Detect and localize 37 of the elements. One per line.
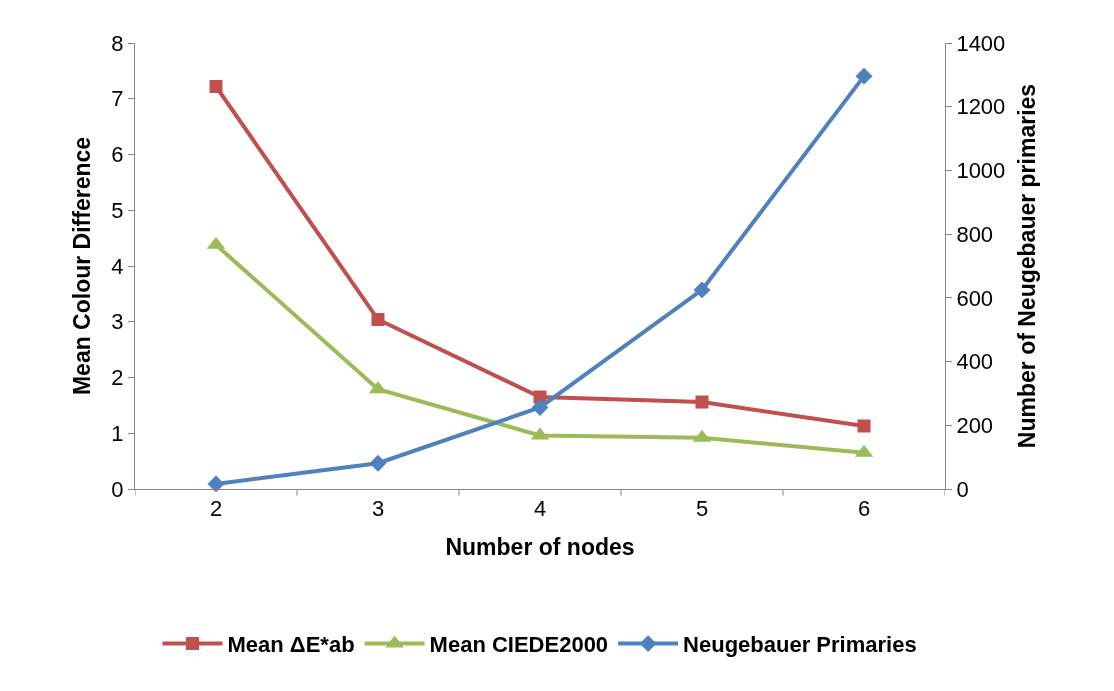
x-axis-title: Number of nodes — [445, 534, 635, 560]
y-tick-label: 8 — [111, 30, 124, 56]
y-tick-label: 6 — [111, 142, 124, 168]
y2-tick-label: 1400 — [956, 30, 1006, 56]
y2-tick-label: 1200 — [956, 94, 1006, 120]
y-tick-label: 7 — [111, 86, 124, 112]
point — [855, 67, 873, 85]
x-tick-label: 2 — [209, 496, 223, 522]
point — [695, 395, 709, 409]
point — [857, 419, 871, 433]
point — [207, 475, 225, 493]
legend-label: Neugebauer Primaries — [683, 632, 917, 658]
x-tick-label: 5 — [695, 496, 709, 522]
point — [531, 399, 549, 416]
x-tick-label: 3 — [371, 496, 385, 522]
y2-tick-label: 800 — [956, 221, 994, 247]
y2-tick-label: 400 — [956, 349, 994, 375]
point — [371, 313, 385, 327]
y-tick-label: 5 — [111, 197, 124, 223]
point — [369, 454, 387, 472]
y-tick-label: 2 — [111, 365, 124, 391]
y2-tick-label: 0 — [956, 476, 969, 502]
y2-tick-label: 1000 — [956, 158, 1006, 184]
legend-label: Mean CIEDE2000 — [429, 632, 609, 658]
y-tick-label: 0 — [111, 476, 124, 502]
legend-label: Mean ΔE*ab — [227, 632, 355, 658]
y2-tick-label: 600 — [956, 285, 994, 311]
point — [693, 281, 711, 299]
x-tick-label: 6 — [857, 496, 871, 522]
x-tick-label: 4 — [533, 496, 547, 522]
y-axis-title: Mean Colour Difference — [68, 136, 95, 396]
y-tick-label: 1 — [111, 420, 124, 446]
y-tick-label: 3 — [111, 309, 124, 335]
y-tick-label: 4 — [111, 253, 124, 279]
point — [209, 79, 223, 93]
y2-axis-title: Number of Neugebauer primaries — [1013, 83, 1040, 449]
y2-tick-label: 200 — [956, 412, 994, 438]
